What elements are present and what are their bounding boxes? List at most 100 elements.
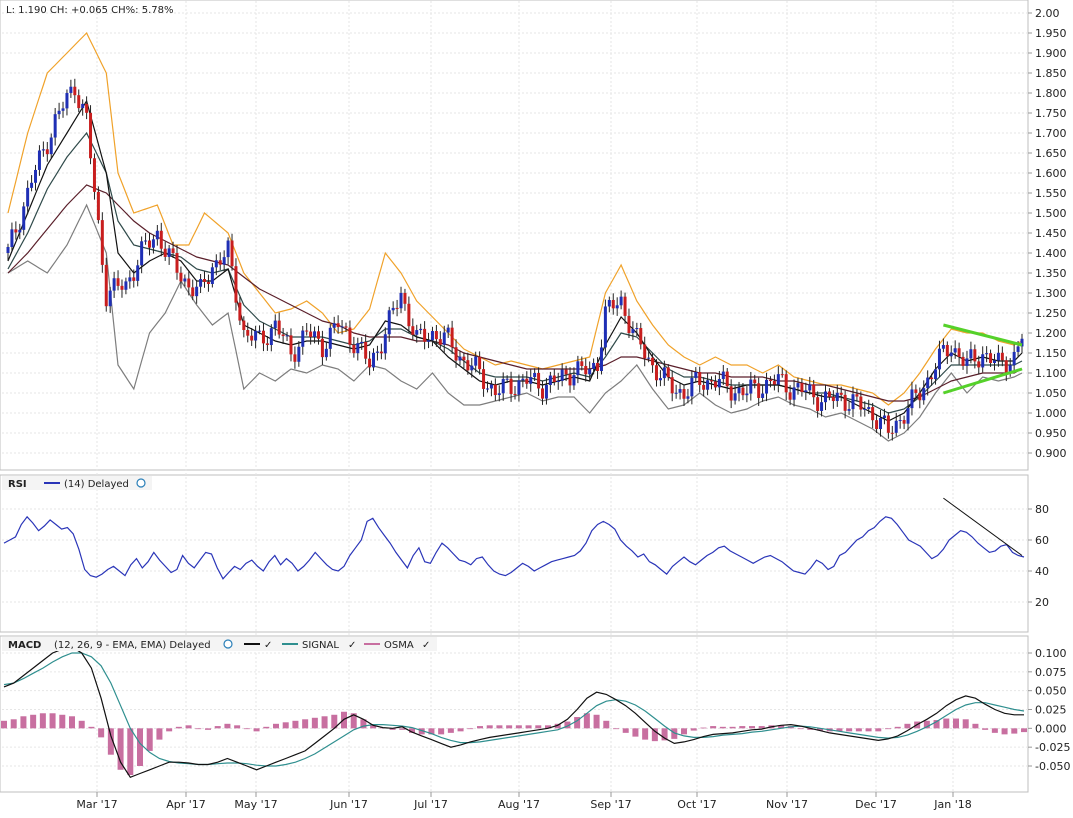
candle-body xyxy=(438,339,442,345)
candle-body xyxy=(548,375,552,385)
candle-body xyxy=(273,320,277,329)
rsi-settings-icon[interactable] xyxy=(136,478,146,488)
candle-body xyxy=(910,389,914,409)
candle-body xyxy=(336,323,340,328)
candle-body xyxy=(505,378,509,380)
price-tick-label: 1.150 xyxy=(1035,347,1067,360)
macd-check-icon[interactable]: ✓ xyxy=(264,640,272,651)
price-layer xyxy=(6,31,1024,442)
osma-bar xyxy=(739,726,746,729)
candle-body xyxy=(930,377,934,380)
price-tick-label: 1.500 xyxy=(1035,207,1067,220)
osma-bar xyxy=(447,728,454,733)
candle-body xyxy=(768,379,772,382)
candle-body xyxy=(301,330,305,347)
candle-body xyxy=(293,354,297,362)
osma-bar xyxy=(98,728,105,738)
candle-body xyxy=(332,323,336,328)
candle-body xyxy=(85,103,89,113)
month-label: Aug '17 xyxy=(498,798,540,811)
rsi-tick-label: 80 xyxy=(1035,503,1049,516)
candle-body xyxy=(871,407,875,421)
candle-body xyxy=(372,352,376,368)
candle-body xyxy=(800,383,804,393)
candle-body xyxy=(22,206,26,230)
price-tick-label: 1.600 xyxy=(1035,167,1067,180)
price-tick-label: 1.800 xyxy=(1035,87,1067,100)
osma-bar xyxy=(515,725,522,729)
candle-body xyxy=(281,334,285,337)
osma-bar xyxy=(613,728,619,730)
candle-body xyxy=(159,230,163,249)
candle-body xyxy=(454,347,458,361)
osma-bar xyxy=(127,728,134,776)
osma-bar xyxy=(39,713,46,729)
candle-body xyxy=(501,378,505,394)
osma-bar xyxy=(214,726,221,729)
candle-body xyxy=(340,326,344,328)
candle-body xyxy=(745,393,749,396)
candle-body xyxy=(941,345,945,349)
candle-body xyxy=(430,331,434,341)
candle-body xyxy=(37,150,41,170)
candle-body xyxy=(136,265,140,281)
candle-body xyxy=(784,374,788,393)
osma-bar xyxy=(224,723,231,729)
osma-check-icon[interactable]: ✓ xyxy=(422,640,430,651)
candle-body xyxy=(651,357,655,366)
osma-bar xyxy=(943,718,950,729)
candle-body xyxy=(812,384,816,398)
price-tick-label: 1.050 xyxy=(1035,387,1067,400)
candle-body xyxy=(234,266,238,303)
osma-bar xyxy=(78,720,85,729)
candle-body xyxy=(360,341,364,344)
price-tick-label: 1.250 xyxy=(1035,307,1067,320)
trendline-green xyxy=(943,323,1023,347)
signal-check-icon[interactable]: ✓ xyxy=(348,640,356,651)
osma-bar xyxy=(719,726,726,729)
candle-body xyxy=(10,229,14,247)
candle-body xyxy=(772,381,776,385)
candle-body xyxy=(289,335,293,355)
candle-body xyxy=(427,340,431,342)
price-tick-label: 1.350 xyxy=(1035,267,1067,280)
candle-body xyxy=(922,388,926,401)
candle-body xyxy=(462,356,466,361)
candle-body xyxy=(989,353,993,363)
candle-body xyxy=(674,392,678,394)
osma-bar xyxy=(49,713,56,729)
macd-settings-icon[interactable] xyxy=(223,639,233,649)
macd-tick-label: 0.100 xyxy=(1035,647,1067,660)
osma-bar xyxy=(467,728,474,730)
osma-bar xyxy=(477,726,483,729)
candle-body xyxy=(827,391,831,397)
candle-body xyxy=(124,281,128,290)
candle-body xyxy=(788,392,792,400)
candle-body xyxy=(544,384,548,399)
osma-bar xyxy=(603,720,610,729)
candle-body xyxy=(529,377,533,384)
candle-body xyxy=(222,257,226,265)
candle-body xyxy=(324,348,328,358)
osma-bar xyxy=(953,718,959,729)
osma-bar xyxy=(875,728,882,732)
candle-body xyxy=(879,417,883,430)
candle-body xyxy=(246,330,250,336)
candle-body xyxy=(843,394,847,411)
candle-body xyxy=(442,332,446,345)
candle-body xyxy=(631,329,635,334)
osma-bar xyxy=(438,728,445,735)
candle-body xyxy=(108,290,112,307)
candle-body xyxy=(100,220,104,265)
osma-bar xyxy=(1,720,7,729)
candle-body xyxy=(328,327,332,349)
osma-bar xyxy=(681,728,687,735)
candle-body xyxy=(926,377,930,389)
candle-body xyxy=(147,240,151,248)
price-tick-label: 1.900 xyxy=(1035,47,1067,60)
macd-legend-bg xyxy=(2,637,437,651)
osma-bar xyxy=(175,726,182,729)
candle-body xyxy=(120,285,124,290)
osma-bar xyxy=(1001,728,1008,735)
candle-body xyxy=(45,149,49,155)
